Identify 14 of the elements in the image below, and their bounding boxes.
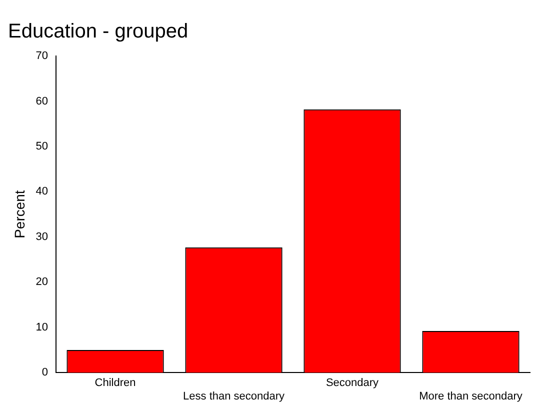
x-tick-label: Less than secondary	[183, 390, 286, 402]
y-tick-label: 30	[36, 230, 48, 243]
chart-title: Education - grouped	[8, 20, 188, 43]
x-tick-label: Secondary	[326, 377, 380, 390]
y-tick-label: 0	[42, 366, 48, 379]
y-tick-label: 20	[36, 276, 48, 288]
y-tick-label: 50	[36, 140, 48, 152]
y-tick-label: 10	[36, 321, 48, 334]
y-tick-label: 70	[36, 50, 48, 62]
y-axis-title: Percent	[11, 190, 28, 238]
x-tick-label: Children	[94, 377, 136, 390]
x-tick-label: More than secondary	[419, 390, 523, 402]
y-tick-label: 40	[36, 186, 48, 198]
y-tick-label: 60	[36, 95, 48, 108]
